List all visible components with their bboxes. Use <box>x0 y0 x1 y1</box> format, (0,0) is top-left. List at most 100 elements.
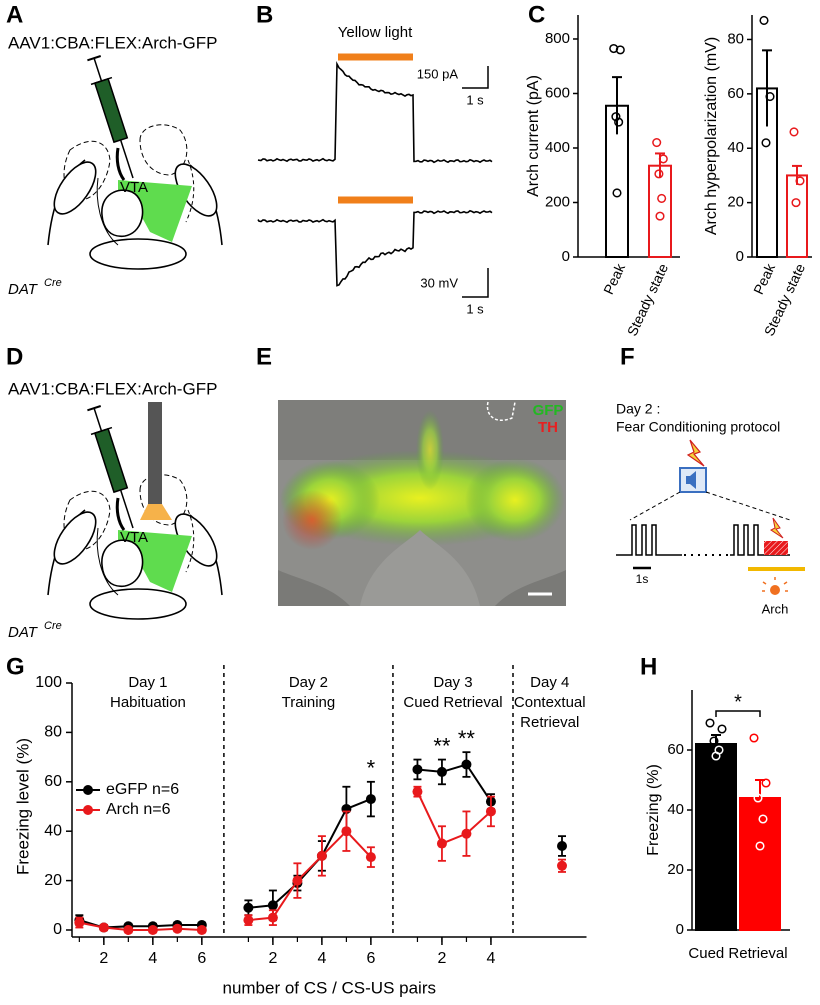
data-point <box>759 15 769 25</box>
data-point <box>365 852 376 863</box>
panel-a: AAV1:CBA:FLEX:Arch-GFP VTA DAT Cre <box>8 33 227 298</box>
data-point <box>791 198 801 208</box>
panel-label: B <box>256 1 273 28</box>
y-axis-label: Arch current (pA) <box>525 75 542 197</box>
panel-label: D <box>6 343 23 370</box>
data-point <box>652 137 662 148</box>
data-point <box>485 806 496 817</box>
bar <box>648 164 672 258</box>
bar <box>695 743 737 931</box>
legend-label: Arch n=6 <box>106 801 171 818</box>
x-tick-label: 4 <box>486 950 495 967</box>
y-tick-label: 0 <box>53 921 62 938</box>
data-point <box>795 176 805 186</box>
section-title: Day 1 <box>128 674 167 691</box>
construct: AAV1:CBA:FLEX:Arch-GFP <box>8 379 217 398</box>
series-line <box>416 791 492 845</box>
y-tick-label: 0 <box>736 248 744 265</box>
data-point <box>765 92 775 102</box>
significance-label: * <box>367 756 376 781</box>
x-tick-label: Peak <box>750 260 778 297</box>
scale-label: 150 pA <box>417 66 459 81</box>
panel-f: Day 2 : Fear Conditioning protocol 1s Ar… <box>616 401 805 616</box>
data-point <box>658 154 668 164</box>
x-tick-label: 6 <box>197 950 206 967</box>
data-point <box>196 925 207 935</box>
x-tick-label: 2 <box>437 950 446 967</box>
data-point <box>316 850 327 861</box>
data-point <box>98 922 109 933</box>
opsin-label: Arch <box>762 601 789 616</box>
data-point <box>657 193 667 203</box>
significance-label: ** <box>458 726 476 751</box>
data-point <box>755 841 765 851</box>
section-title: Day 2 <box>289 674 328 691</box>
region-label: VTA <box>120 529 148 546</box>
panel-b: Yellow light 150 pA 1 s 30 mV 1 s <box>257 24 493 316</box>
y-tick-label: 20 <box>727 194 744 211</box>
tone-train <box>730 524 790 556</box>
channel-label: TH <box>538 419 558 436</box>
genotype-superscript: Cre <box>44 620 62 632</box>
data-point <box>717 724 727 734</box>
optic-fiber <box>148 402 162 504</box>
section-title: Retrieval <box>520 714 579 731</box>
data-point <box>609 43 619 54</box>
light-cone <box>140 504 172 520</box>
y-tick-label: 60 <box>727 85 744 102</box>
data-point <box>711 751 721 761</box>
data-point <box>758 814 768 824</box>
day-label: Day 2 : <box>616 401 660 417</box>
y-tick-label: 80 <box>44 724 62 741</box>
data-point <box>74 917 85 928</box>
y-tick-label: 20 <box>667 861 684 878</box>
data-point <box>761 778 771 788</box>
y-tick-label: 40 <box>727 139 744 156</box>
x-tick-label: Steady state <box>624 261 671 338</box>
data-point <box>612 188 622 198</box>
panel-label: C <box>528 1 545 28</box>
data-point <box>761 138 771 148</box>
stimulus-label: Yellow light <box>338 24 413 41</box>
legend-marker <box>83 805 93 815</box>
series-line <box>417 763 492 803</box>
shock-block <box>764 541 788 555</box>
panel-d: AAV1:CBA:FLEX:Arch-GFP VTA DAT Cre <box>8 379 227 641</box>
significance-label: ** <box>433 733 451 758</box>
data-point <box>789 127 799 137</box>
scale-bar <box>462 268 489 298</box>
data-point <box>365 794 376 805</box>
y-tick-label: 800 <box>545 30 570 47</box>
channel-label: GFP <box>533 402 564 419</box>
data-point <box>461 759 472 770</box>
section-title: Contextual <box>514 694 586 711</box>
x-axis-label: Cued Retrieval <box>688 945 787 962</box>
scale-label: 1 s <box>466 92 484 107</box>
data-point <box>243 902 254 913</box>
panel-label: G <box>6 653 25 680</box>
x-tick-label: Peak <box>600 260 628 297</box>
panel-label: H <box>640 653 657 680</box>
protocol-label: Fear Conditioning protocol <box>616 419 780 435</box>
data-point <box>615 45 625 55</box>
data-point <box>461 828 472 839</box>
data-point <box>267 900 278 911</box>
y-axis-label: Freezing (%) <box>645 764 662 856</box>
significance-bracket <box>715 710 761 717</box>
data-point <box>655 211 665 221</box>
x-tick-label: 2 <box>99 950 108 967</box>
data-point <box>172 923 183 934</box>
y-tick-label: 40 <box>667 801 684 818</box>
scale-label: 30 mV <box>420 275 458 290</box>
data-point <box>654 169 664 179</box>
brain-diagram <box>44 473 227 621</box>
y-axis-label: Freezing level (%) <box>13 738 32 875</box>
panel-label: E <box>256 343 272 370</box>
y-tick-label: 40 <box>44 822 62 839</box>
y-tick-label: 400 <box>545 139 570 156</box>
data-point <box>436 766 447 777</box>
x-tick-label: 6 <box>366 950 375 967</box>
data-point <box>123 925 134 935</box>
series-line <box>248 798 372 909</box>
